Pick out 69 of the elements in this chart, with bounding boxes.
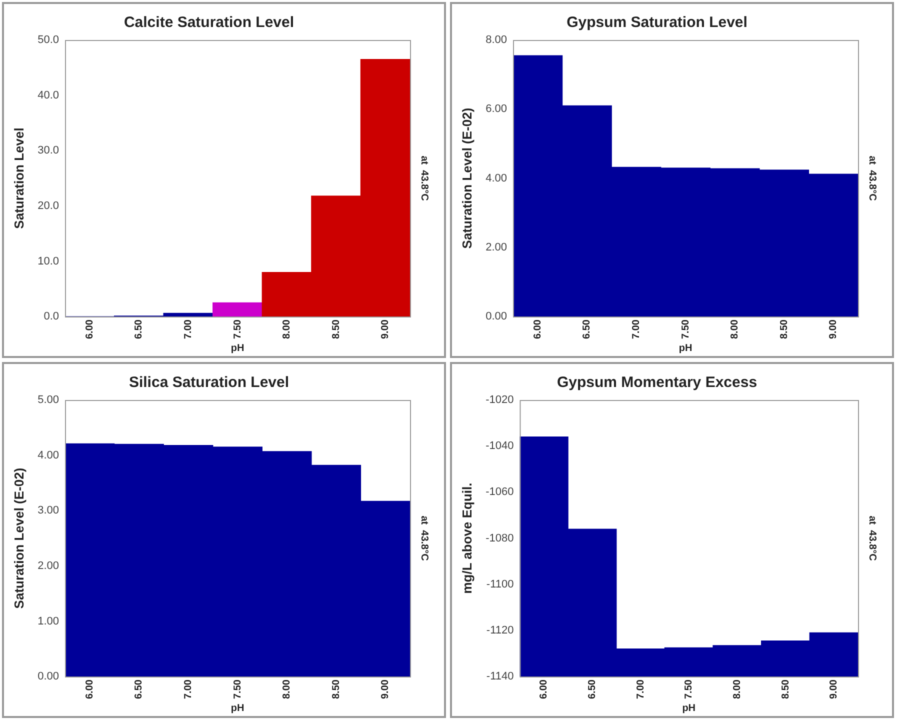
y-tick-label: 50.0 [38, 34, 60, 46]
x-tick-label: 9.00 [828, 679, 840, 700]
y-tick-label: 20.0 [38, 200, 60, 212]
x-tick-label: 7.50 [232, 319, 244, 340]
y-tick-label: 4.00 [486, 172, 508, 184]
x-tick-label: 6.50 [134, 319, 145, 340]
x-tick-label: 7.00 [630, 319, 642, 340]
chart-title: Silica Saturation Level [128, 374, 290, 392]
y-tick-label: -1040 [486, 440, 514, 452]
y-tick-label: 1.00 [38, 615, 60, 628]
y-axis-title: Saturation Level (E-02) [11, 468, 26, 609]
x-tick-label: 9.00 [828, 319, 840, 340]
x-tick-label: 7.00 [182, 679, 194, 700]
y-tick-label: -1020 [486, 394, 514, 406]
y-tick-label: 0.00 [486, 310, 508, 323]
y-tick-label: 8.00 [486, 34, 508, 46]
x-axis-title: pH [230, 702, 244, 714]
y-tick-label: 0.00 [38, 670, 60, 683]
y-tick-label: -1120 [486, 624, 514, 636]
x-tick-label: 7.00 [182, 319, 194, 340]
x-tick-label: 9.00 [380, 679, 392, 700]
y-tick-label: 2.00 [38, 560, 60, 572]
x-tick-label: 7.00 [635, 679, 646, 700]
x-tick-label: 8.50 [330, 679, 342, 700]
y-axis-title: mg/L above Equil. [459, 482, 474, 594]
x-tick-label: 6.00 [84, 679, 96, 700]
y-tick-label: 5.00 [38, 394, 60, 406]
x-tick-label: 6.00 [84, 319, 96, 340]
bar [212, 302, 262, 317]
x-tick-label: 7.50 [232, 679, 244, 700]
x-axis-title: pH [230, 342, 244, 354]
x-tick-label: 8.50 [780, 679, 792, 700]
y-tick-label: 0.0 [44, 310, 60, 323]
x-tick-label: 6.50 [582, 319, 593, 340]
y-tick-label: 30.0 [38, 144, 60, 157]
chart-title: Calcite Saturation Level [124, 14, 294, 32]
y-axis-title: Saturation Level (E-02) [459, 108, 474, 249]
y-tick-label: 3.00 [38, 504, 60, 517]
y-tick-label: -1080 [486, 532, 514, 544]
y-tick-label: -1100 [486, 578, 514, 590]
chart-title: Gypsum Momentary Excess [556, 374, 758, 392]
x-tick-label: 6.50 [586, 679, 598, 700]
y-tick-label: 6.00 [486, 103, 508, 116]
x-tick-label: 6.00 [538, 679, 550, 700]
y-tick-label: -1140 [486, 670, 514, 683]
x-axis-title: pH [682, 702, 696, 714]
x-tick-label: 6.00 [532, 319, 544, 340]
x-tick-label: 8.50 [778, 319, 790, 340]
x-tick-label: 8.00 [732, 679, 743, 700]
x-tick-label: 7.50 [680, 319, 692, 340]
y-tick-label: 2.00 [486, 241, 508, 254]
y-tick-label: 40.0 [38, 89, 60, 102]
text: at 43.8°C [866, 516, 878, 561]
text: at 43.8°C [866, 156, 878, 201]
x-tick-label: 8.00 [730, 319, 741, 340]
y-tick-label: 4.00 [38, 449, 60, 462]
y-tick-label: -1060 [486, 486, 514, 498]
chart-title: Gypsum Saturation Level [566, 14, 748, 32]
x-tick-label: 6.50 [134, 679, 145, 700]
y-axis-title: Saturation Level [11, 128, 26, 229]
x-axis-title: pH [678, 342, 692, 354]
x-tick-label: 8.50 [330, 319, 342, 340]
x-tick-label: 9.00 [380, 319, 392, 340]
y-tick-label: 10.0 [38, 255, 60, 268]
x-tick-label: 7.50 [684, 679, 695, 700]
text: at 43.8°C [418, 516, 430, 561]
x-tick-label: 8.00 [282, 679, 293, 700]
text: at 43.8°C [418, 156, 430, 201]
x-tick-label: 8.00 [282, 319, 293, 340]
